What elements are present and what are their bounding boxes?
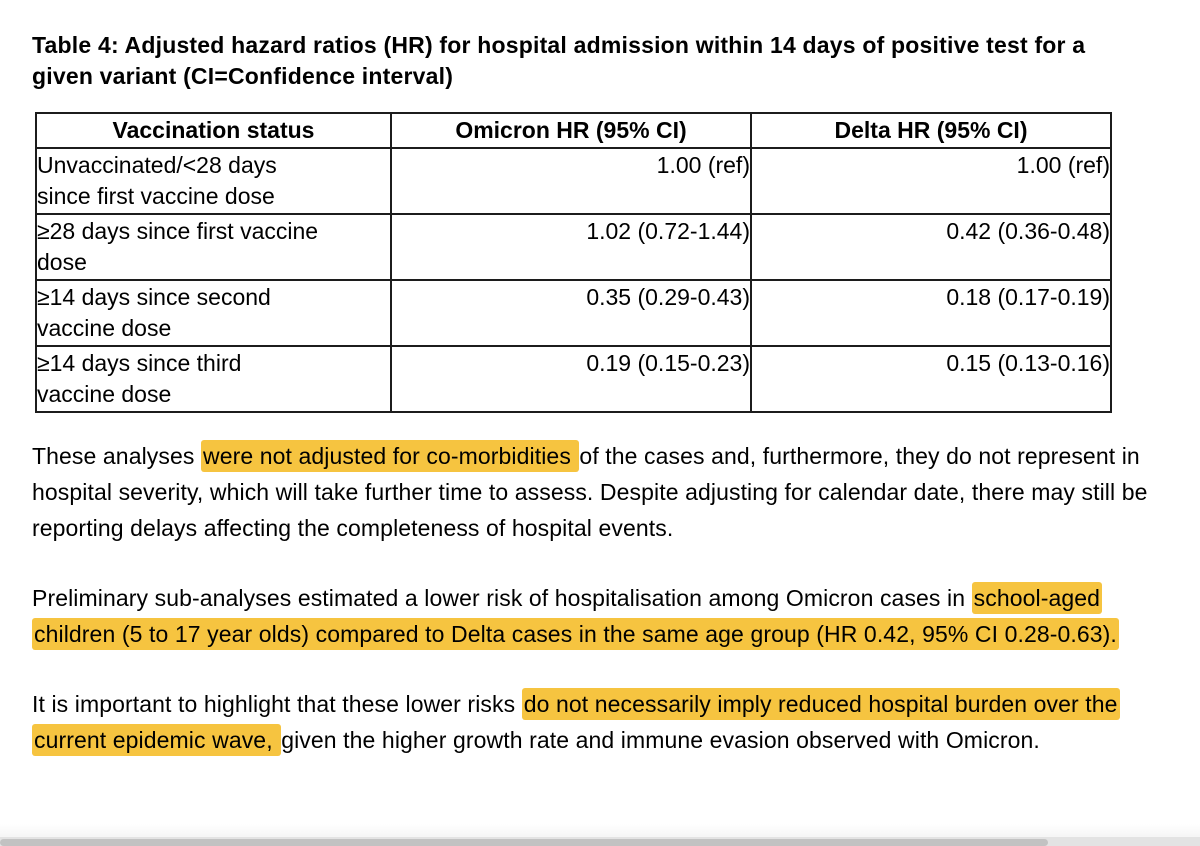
highlight-span: were not adjusted for co-morbidities [200,440,580,472]
table-header-row: Vaccination status Omicron HR (95% CI) D… [35,112,1112,149]
cell-omicron-hr: 1.00 (ref) [390,147,752,215]
cell-delta-hr: 1.00 (ref) [750,147,1112,215]
cell-delta-hr: 0.42 (0.36-0.48) [750,213,1112,281]
paragraph-subanalyses: Preliminary sub-analyses estimated a low… [32,580,1174,652]
scrollbar-thumb[interactable] [0,839,1048,846]
table-row: ≥14 days since third vaccine dose 0.19 (… [35,345,1112,413]
text-segment: It is important to highlight that these … [32,691,522,717]
column-header-omicron-hr: Omicron HR (95% CI) [390,112,752,149]
cell-vaccination-status: ≥28 days since first vaccine dose [35,213,392,281]
vaccination-status-text: ≥14 days since third vaccine dose [37,350,242,407]
paragraph-hospital-burden: It is important to highlight that these … [32,686,1174,758]
vaccination-status-text: ≥14 days since second vaccine dose [37,284,271,341]
vaccination-status-text: Unvaccinated/<28 days since first vaccin… [37,152,277,209]
table-row: ≥28 days since first vaccine dose 1.02 (… [35,213,1112,281]
horizontal-scrollbar[interactable] [0,837,1200,846]
table-caption: Table 4: Adjusted hazard ratios (HR) for… [32,32,1086,89]
cell-omicron-hr: 0.19 (0.15-0.23) [390,345,752,413]
table-row: ≥14 days since second vaccine dose 0.35 … [35,279,1112,347]
cell-vaccination-status: ≥14 days since third vaccine dose [35,345,392,413]
cell-omicron-hr: 0.35 (0.29-0.43) [390,279,752,347]
text-segment: given the higher growth rate and immune … [281,727,1040,753]
column-header-vaccination-status: Vaccination status [35,112,392,149]
text-segment: of the cases and, furthermore, they do n… [32,443,1148,541]
hazard-ratio-table: Vaccination status Omicron HR (95% CI) D… [35,112,1112,413]
cell-delta-hr: 0.15 (0.13-0.16) [750,345,1112,413]
cell-vaccination-status: ≥14 days since second vaccine dose [35,279,392,347]
cell-vaccination-status: Unvaccinated/<28 days since first vaccin… [35,147,392,215]
text-segment: Preliminary sub-analyses estimated a low… [32,585,972,611]
text-segment: These analyses [32,443,201,469]
cell-delta-hr: 0.18 (0.17-0.19) [750,279,1112,347]
document-content: Table 4: Adjusted hazard ratios (HR) for… [32,32,1174,758]
paragraph-comorbidity-note: These analyses were not adjusted for co-… [32,438,1174,546]
page-bottom-fade [0,824,1200,846]
column-header-delta-hr: Delta HR (95% CI) [750,112,1112,149]
table-row: Unvaccinated/<28 days since first vaccin… [35,147,1112,215]
cell-omicron-hr: 1.02 (0.72-1.44) [390,213,752,281]
vaccination-status-text: ≥28 days since first vaccine dose [37,218,319,275]
